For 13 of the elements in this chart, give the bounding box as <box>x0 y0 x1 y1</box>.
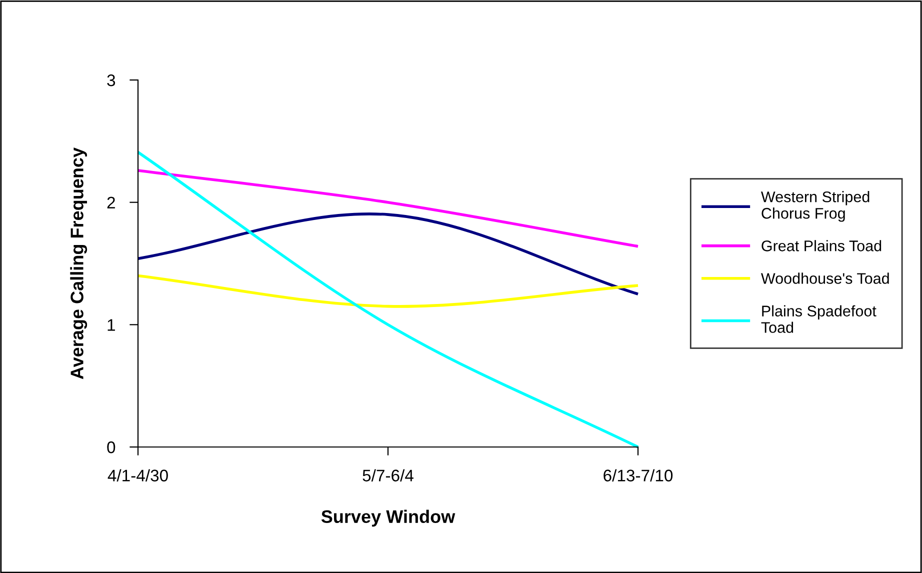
legend-label: Great Plains Toad <box>762 240 882 252</box>
legend-label: Western Striped Chorus Frog <box>760 191 870 222</box>
x-axis-title: Survey Window <box>321 510 456 527</box>
y-tick-label: 3 <box>107 74 116 86</box>
x-tick-label: 5/7-6/4 <box>362 469 414 482</box>
legend-label: Woodhouse's Toad <box>760 272 889 284</box>
x-tick-label: 4/1-4/30 <box>108 469 168 482</box>
legend-label: Plains Spadefoot Toad <box>761 305 876 333</box>
y-tick-label: 1 <box>108 319 115 331</box>
y-tick-label: 0 <box>107 441 116 454</box>
y-tick-label: 2 <box>107 196 115 208</box>
x-tick-label: 6/13-7/10 <box>604 469 673 482</box>
y-axis-title: Average Calling Frequency <box>70 148 88 380</box>
